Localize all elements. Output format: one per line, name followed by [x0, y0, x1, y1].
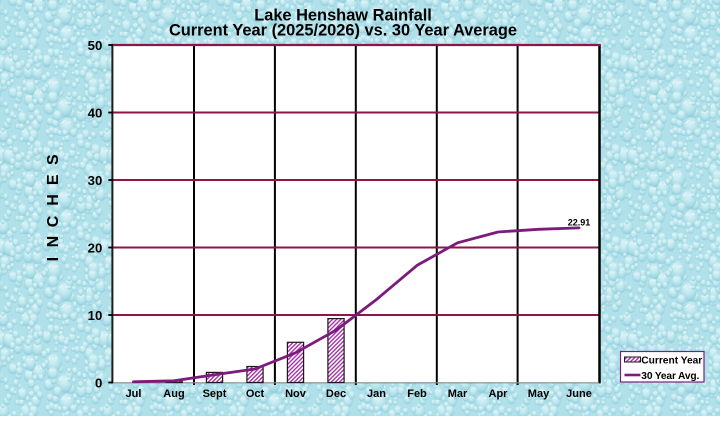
svg-text:0: 0: [95, 375, 102, 390]
svg-text:Feb: Feb: [407, 388, 427, 400]
svg-text:C: C: [45, 215, 62, 227]
svg-text:30 Year Avg.: 30 Year Avg.: [641, 371, 699, 382]
svg-text:Current Year (2025/2026) vs. 3: Current Year (2025/2026) vs. 30 Year Ave…: [169, 22, 517, 40]
svg-text:June: June: [566, 388, 592, 400]
svg-text:H: H: [45, 194, 62, 206]
svg-text:N: N: [45, 236, 62, 248]
svg-text:Lake Henshaw Rainfall: Lake Henshaw Rainfall: [254, 7, 432, 25]
svg-text:Jan: Jan: [367, 388, 386, 400]
svg-text:40: 40: [88, 105, 103, 120]
svg-text:Oct: Oct: [246, 388, 265, 400]
svg-text:50: 50: [88, 38, 103, 53]
svg-text:20: 20: [88, 240, 103, 255]
svg-text:I: I: [45, 257, 62, 261]
svg-text:S: S: [45, 154, 62, 165]
svg-text:Sept: Sept: [203, 388, 227, 400]
svg-text:Current Year: Current Year: [641, 356, 702, 367]
svg-text:Dec: Dec: [326, 388, 346, 400]
svg-text:Jul: Jul: [126, 388, 142, 400]
svg-text:Nov: Nov: [285, 388, 307, 400]
svg-text:Mar: Mar: [448, 388, 468, 400]
svg-text:E: E: [45, 174, 62, 185]
svg-text:May: May: [528, 388, 550, 400]
svg-text:Apr: Apr: [489, 388, 509, 400]
svg-text:Aug: Aug: [163, 388, 184, 400]
svg-text:30: 30: [88, 173, 103, 188]
svg-text:10: 10: [88, 308, 103, 323]
svg-text:22.91: 22.91: [568, 218, 591, 228]
